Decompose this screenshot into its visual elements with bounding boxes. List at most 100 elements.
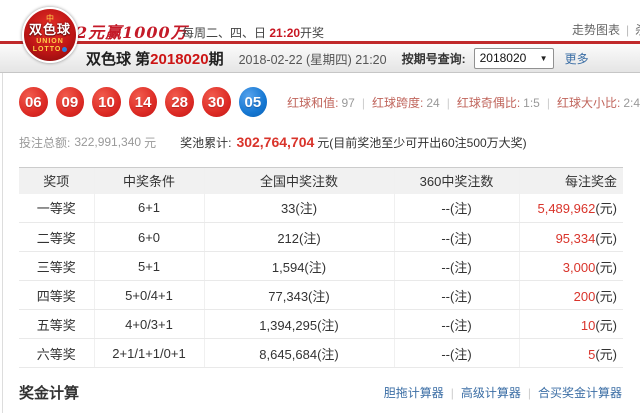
stat-separator: | (446, 95, 450, 110)
logo-subtitle-lotto: LOTTO (33, 46, 68, 54)
trend-chart-link[interactable]: 走势图表 (572, 23, 621, 37)
total-bet-unit: 元 (144, 135, 157, 150)
draw-info-bar: 双色球 第2018020期 2018-02-22 (星期四) 21:20 按期号… (0, 44, 640, 73)
table-row: 五等奖 4+0/3+1 1,394,295(注) --(注) 10(元) (19, 309, 623, 339)
more-link[interactable]: 更多 (564, 51, 589, 66)
draw-time: 21:20 (269, 26, 301, 40)
dantuo-calculator-link[interactable]: 胆拖计算器 (383, 386, 444, 400)
top-header: 中 双色球 UNION LOTTO 2元赢1000万 每周二、四、日 21:20… (0, 0, 640, 63)
prize-cell: 3,000(元) (518, 251, 623, 281)
stat-sum-label: 红球和值: (287, 95, 339, 110)
red-ball-1: 06 (19, 87, 48, 117)
tier-cell: 六等奖 (19, 338, 94, 368)
stat-span-value: 24 (426, 95, 440, 110)
red-divider-line (0, 41, 640, 44)
table-row: 一等奖 6+1 33(注) --(注) 5,489,962(元) (19, 193, 623, 223)
national-count-cell: 212(注) (203, 222, 394, 252)
slogan-text: 2元赢1000万 (76, 23, 188, 42)
jackpot-pool-label: 奖池累计: (180, 135, 232, 150)
p360-count-cell: --(注) (393, 222, 519, 252)
link-separator: | (527, 386, 531, 400)
groupbuy-calculator-link[interactable]: 合买奖金计算器 (537, 386, 622, 400)
col-header-prize-per-bet: 每注奖金 (518, 167, 623, 194)
p360-count-cell: --(注) (393, 251, 519, 281)
prize-table-header-row: 奖项 中奖条件 全国中奖注数 360中奖注数 每注奖金 (19, 167, 623, 194)
national-count-cell: 8,645,684(注) (203, 338, 394, 368)
draw-title: 双色球 第2018020期 (86, 50, 224, 68)
kill-number-link[interactable]: 杀 (635, 23, 640, 37)
top-nav: 走势图表 | 杀 (572, 21, 640, 38)
national-count-cell: 1,594(注) (203, 251, 394, 281)
condition-cell: 6+0 (93, 222, 204, 252)
logo-blue-ball-dot (62, 47, 68, 53)
condition-cell: 5+0/4+1 (93, 280, 204, 310)
red-ball-6: 30 (201, 87, 231, 117)
stat-oddeven-label: 红球奇偶比: (456, 95, 521, 110)
amounts-row: 投注总额: 322,991,340 元 奖池累计: 302,764,704 元(… (19, 133, 640, 151)
stat-bigsmall-value: 2:4 (623, 95, 640, 110)
jackpot-pool-value: 302,764,704 (236, 134, 315, 150)
draw-schedule-text: 每周二、四、日 21:20开奖 (182, 26, 325, 40)
link-separator: | (450, 386, 454, 400)
jackpot-pool-note: 元(目前奖池至少可开出60注500万大奖) (317, 135, 527, 150)
stat-separator: | (361, 95, 365, 110)
prize-cell: 95,334(元) (518, 222, 623, 252)
national-count-cell: 1,394,295(注) (203, 309, 394, 339)
prize-cell: 10(元) (518, 309, 623, 339)
tier-cell: 一等奖 (19, 193, 94, 223)
issue-select-value: 2018020 (479, 51, 527, 65)
advanced-calculator-link[interactable]: 高级计算器 (460, 386, 521, 400)
col-header-national-count: 全国中奖注数 (203, 167, 394, 194)
chevron-down-icon: ▼ (539, 53, 548, 63)
red-ball-4: 14 (128, 87, 158, 117)
p360-count-cell: --(注) (393, 193, 519, 223)
total-bet-value: 322,991,340 (74, 135, 142, 149)
prize-calc-section: 奖金计算 胆拖计算器 | 高级计算器 | 合买奖金计算器 (19, 382, 640, 403)
logo-subtitle-union: UNION (36, 38, 64, 46)
prize-cell: 200(元) (518, 280, 623, 310)
p360-count-cell: --(注) (393, 338, 519, 368)
stat-bigsmall-label: 红球大小比: (556, 95, 621, 110)
stat-span-label: 红球跨度: (371, 95, 424, 110)
red-ball-2: 09 (55, 87, 85, 117)
issue-query-label: 按期号查询: (401, 51, 466, 66)
calc-links: 胆拖计算器 | 高级计算器 | 合买奖金计算器 (384, 384, 622, 401)
col-header-condition: 中奖条件 (93, 167, 204, 194)
national-count-cell: 77,343(注) (203, 280, 394, 310)
union-lotto-logo[interactable]: 中 双色球 UNION LOTTO (22, 7, 78, 63)
table-row: 四等奖 5+0/4+1 77,343(注) --(注) 200(元) (19, 280, 623, 310)
col-header-tier: 奖项 (19, 167, 94, 194)
prize-calc-title: 奖金计算 (19, 385, 80, 402)
table-row: 三等奖 5+1 1,594(注) --(注) 3,000(元) (19, 251, 623, 281)
condition-cell: 6+1 (93, 193, 204, 223)
prize-cell: 5,489,962(元) (518, 193, 623, 223)
content-area: 06 09 10 14 28 30 05 红球和值: 97 | 红球跨度: 24 | 红球奇… (2, 73, 640, 413)
tier-cell: 二等奖 (19, 222, 94, 252)
logo-title: 双色球 (28, 22, 71, 38)
stat-oddeven-value: 1:5 (523, 95, 540, 110)
table-row: 二等奖 6+0 212(注) --(注) 95,334(元) (19, 222, 623, 252)
tier-cell: 四等奖 (19, 280, 94, 310)
winning-numbers-row: 06 09 10 14 28 30 05 红球和值: 97 | 红球跨度: 24 | 红球奇… (19, 73, 640, 117)
p360-count-cell: --(注) (393, 309, 519, 339)
total-bet-label: 投注总额: (19, 135, 71, 150)
prize-table: 奖项 中奖条件 全国中奖注数 360中奖注数 每注奖金 一等奖 6+1 33(注… (19, 167, 623, 368)
draw-datetime: 2018-02-22 (星期四) 21:20 (238, 52, 387, 67)
issue-select-dropdown[interactable]: 2018020 ▼ (473, 47, 554, 69)
prize-cell: 5(元) (518, 338, 623, 368)
blue-ball: 05 (238, 87, 268, 117)
col-header-360-count: 360中奖注数 (393, 167, 519, 194)
tier-cell: 三等奖 (19, 251, 94, 281)
p360-count-cell: --(注) (393, 280, 519, 310)
condition-cell: 4+0/3+1 (93, 309, 204, 339)
red-ball-3: 10 (92, 87, 121, 117)
condition-cell: 5+1 (93, 251, 204, 281)
nav-separator: | (626, 23, 630, 37)
lottery-emblem-icon: 中 (46, 14, 54, 24)
stat-separator: | (546, 95, 550, 110)
stat-sum-value: 97 (341, 95, 355, 110)
national-count-cell: 33(注) (203, 193, 394, 223)
issue-number: 2018020 (150, 50, 209, 68)
red-ball-5: 28 (165, 87, 194, 117)
table-row: 六等奖 2+1/1+1/0+1 8,645,684(注) --(注) 5(元) (19, 338, 623, 368)
